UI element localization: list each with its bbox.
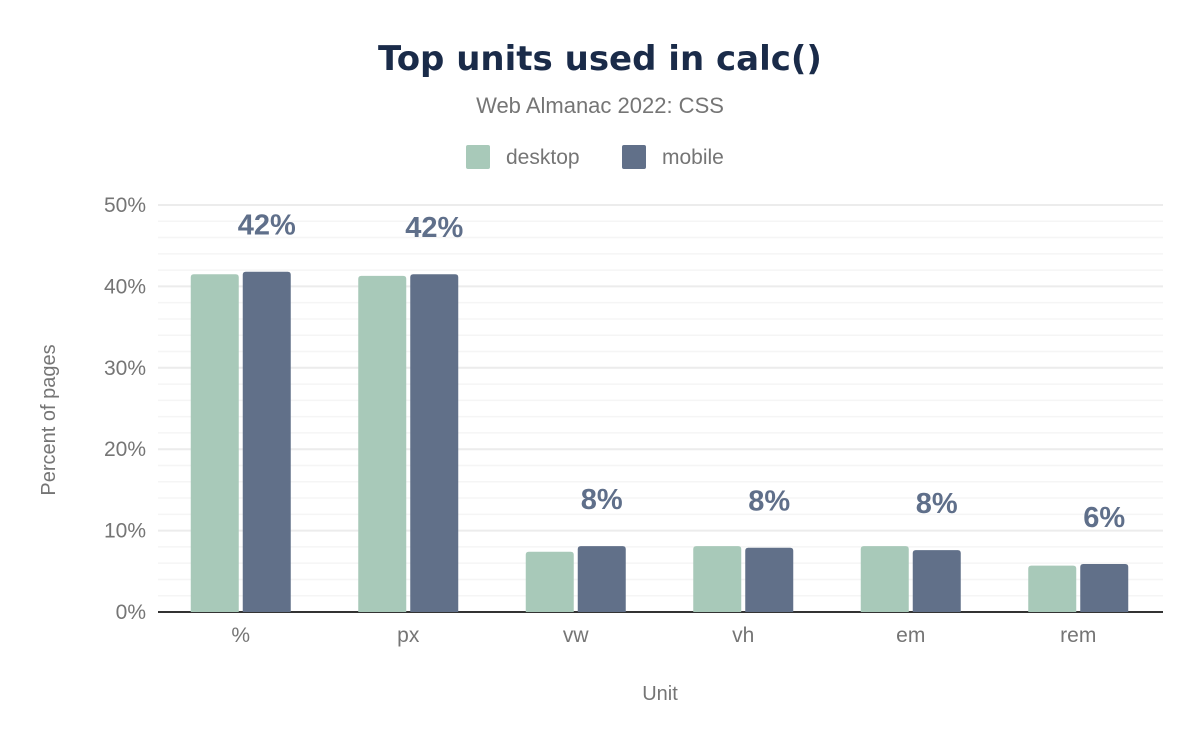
gridlines: [158, 204, 1163, 613]
data-labels: 42% 42% 8% 8% 8% 6%: [238, 210, 1126, 534]
y-tick-label: 50%: [104, 194, 146, 217]
y-tick-label: 40%: [104, 275, 146, 298]
legend-label-desktop: desktop: [506, 146, 580, 169]
bar-desktop-%: [190, 274, 239, 612]
bar-desktop-vh: [693, 546, 742, 612]
y-tick-label: 20%: [104, 438, 146, 461]
legend-label-mobile: mobile: [662, 146, 724, 169]
data-label: 42%: [405, 212, 463, 244]
legend-swatch-mobile: [622, 145, 646, 169]
x-tick-label: rem: [1060, 624, 1096, 647]
data-label: 6%: [1083, 502, 1125, 534]
bar-desktop-px: [358, 275, 407, 612]
bar-desktop-vw: [525, 551, 574, 612]
data-label: 8%: [581, 484, 623, 516]
data-label: 42%: [238, 210, 296, 242]
bar-mobile-%: [242, 271, 291, 612]
x-tick-label: vh: [732, 624, 754, 647]
bar-mobile-px: [410, 274, 459, 612]
bar-mobile-vw: [577, 546, 626, 612]
chart-title: Top units used in calc(): [378, 39, 822, 79]
bar-desktop-rem: [1028, 565, 1077, 612]
legend-swatch-desktop: [466, 145, 490, 169]
data-label: 8%: [748, 486, 790, 518]
x-axis-label: Unit: [642, 683, 678, 705]
y-axis-ticks: 0% 10% 20% 30% 40% 50%: [104, 194, 146, 624]
x-tick-label: px: [397, 624, 420, 647]
y-tick-label: 10%: [104, 520, 146, 543]
x-axis-ticks: % px vw vh em rem: [231, 624, 1096, 647]
bar-mobile-vh: [745, 547, 794, 612]
legend: desktop mobile: [466, 145, 724, 169]
bars: [190, 271, 1129, 612]
x-tick-label: vw: [563, 624, 590, 647]
chart-subtitle: Web Almanac 2022: CSS: [476, 93, 724, 118]
x-tick-label: em: [896, 624, 925, 647]
bar-mobile-rem: [1080, 563, 1129, 612]
bar-desktop-em: [860, 546, 909, 612]
x-tick-label: %: [231, 624, 250, 647]
y-tick-label: 30%: [104, 357, 146, 380]
y-axis-label: Percent of pages: [38, 344, 60, 495]
bar-mobile-em: [912, 550, 961, 612]
data-label: 8%: [916, 488, 958, 520]
y-tick-label: 0%: [116, 601, 146, 624]
